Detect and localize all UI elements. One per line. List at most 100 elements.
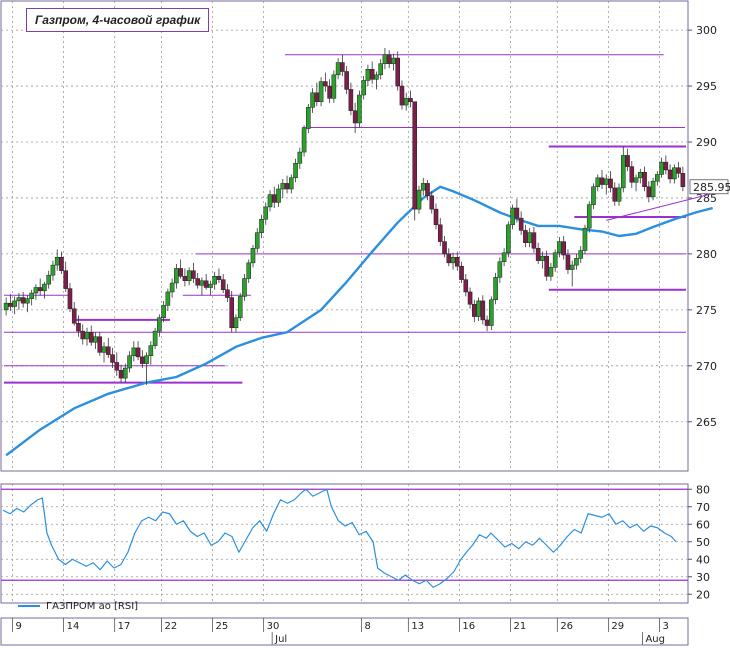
- candle: [110, 347, 115, 369]
- candle: [454, 251, 460, 271]
- candle: [229, 290, 235, 333]
- candle: [276, 184, 281, 207]
- candle: [506, 221, 511, 258]
- candle: [331, 70, 337, 103]
- candle: [225, 284, 230, 303]
- candle-body: [574, 258, 579, 266]
- candle: [63, 261, 69, 292]
- candle: [642, 166, 647, 192]
- candle-body: [603, 178, 609, 185]
- rsi-ytick-label: 30: [696, 571, 710, 584]
- candle-body: [284, 183, 290, 190]
- candle-body: [612, 187, 618, 202]
- candle: [680, 166, 686, 192]
- candle-body: [374, 74, 379, 80]
- date-tick-label: 30: [267, 621, 280, 632]
- candle-body: [97, 336, 103, 353]
- candle-body: [216, 276, 222, 280]
- candle-body: [131, 347, 137, 356]
- candle-body: [489, 299, 494, 326]
- candle: [625, 148, 630, 172]
- candle: [586, 201, 592, 233]
- candle-body: [318, 81, 324, 102]
- candle: [318, 77, 324, 107]
- price-ytick-label: 285: [696, 192, 717, 205]
- candle-body: [561, 241, 566, 256]
- rsi-legend-label: ГАЗПРОМ ао [RSI]: [46, 601, 139, 612]
- candle: [467, 287, 473, 309]
- candle-body: [467, 291, 473, 305]
- candle: [374, 71, 379, 90]
- price-ytick-label: 280: [696, 248, 717, 261]
- candle-body: [271, 194, 277, 203]
- candle: [97, 332, 103, 356]
- candle-body: [646, 186, 652, 198]
- candle-body: [110, 354, 115, 363]
- candle-body: [288, 177, 294, 190]
- candle-body: [225, 289, 230, 298]
- candle-body: [314, 92, 320, 102]
- candle: [514, 199, 520, 223]
- candle-body: [599, 177, 605, 185]
- candle-body: [578, 250, 584, 259]
- candle-body: [501, 252, 507, 262]
- candle: [105, 337, 111, 358]
- candle-body: [54, 257, 60, 266]
- candle: [655, 171, 660, 186]
- candle-body: [365, 69, 371, 81]
- candle-body: [259, 218, 264, 233]
- candle-body: [625, 155, 630, 167]
- candle-body: [16, 297, 22, 302]
- candle-body: [484, 319, 490, 326]
- candle: [323, 72, 328, 92]
- candle-body: [3, 302, 9, 311]
- candle-body: [42, 283, 47, 292]
- candle: [157, 314, 162, 337]
- candle: [212, 271, 217, 290]
- candle: [250, 244, 256, 268]
- candle-body: [46, 274, 51, 285]
- candle-body: [454, 257, 460, 267]
- candle-body: [433, 208, 439, 226]
- candle: [416, 185, 422, 214]
- candle-body: [157, 317, 162, 332]
- date-tick-label: 8: [365, 621, 371, 632]
- candle-body: [71, 308, 77, 324]
- candle: [395, 51, 401, 91]
- candle: [348, 82, 354, 116]
- candle-body: [165, 291, 171, 306]
- candle-body: [642, 171, 647, 188]
- candle: [242, 274, 247, 301]
- candle: [399, 80, 405, 110]
- candle: [152, 327, 158, 350]
- rsi-ytick-label: 60: [696, 518, 710, 531]
- candle-body: [20, 297, 26, 304]
- candle: [489, 296, 494, 330]
- candle-body: [335, 62, 341, 76]
- candle: [378, 59, 383, 80]
- candle-body: [246, 262, 252, 279]
- candle: [25, 295, 30, 313]
- candle-body: [203, 280, 209, 288]
- candle-body: [476, 300, 481, 317]
- candle: [344, 65, 349, 94]
- candle-body: [323, 81, 328, 87]
- candle: [297, 147, 303, 169]
- candle-body: [510, 207, 515, 226]
- rsi-legend: ГАЗПРОМ ао [RSI]: [18, 600, 138, 614]
- candle: [663, 155, 669, 175]
- candle-body: [161, 305, 166, 318]
- candle-body: [67, 288, 73, 309]
- price-ytick-label: 270: [696, 360, 717, 373]
- price-ytick-label: 295: [696, 80, 717, 93]
- candle: [59, 251, 64, 275]
- date-tick-label: 26: [560, 621, 573, 632]
- candle: [263, 202, 269, 225]
- candle-body: [616, 187, 622, 202]
- candle: [493, 272, 498, 305]
- candle: [29, 289, 34, 306]
- date-tick-label: 16: [462, 621, 475, 632]
- candle-body: [8, 302, 13, 307]
- candle-body: [208, 283, 213, 288]
- candle: [463, 274, 469, 297]
